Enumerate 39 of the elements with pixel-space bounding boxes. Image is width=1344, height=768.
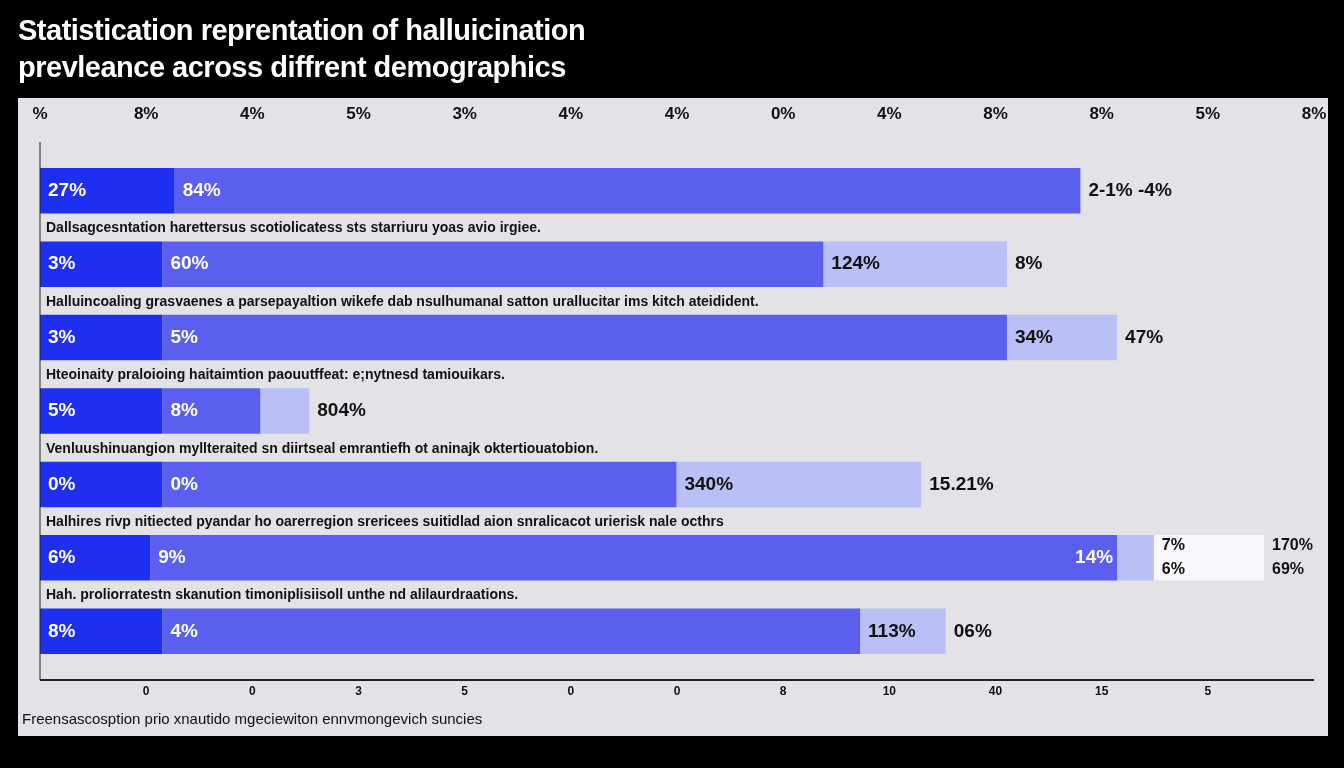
annotation: 6% [1161, 560, 1185, 578]
annotation: 124% [831, 252, 881, 274]
annotation: 170% [1272, 536, 1313, 554]
annotation: 340% [684, 472, 734, 494]
annotation: 84% [182, 178, 221, 200]
annotation: 8% [1014, 252, 1043, 274]
text: % 8% 4% 5% 3% 4% 4% 0% 4% 8% 8% 5% 8% [32, 103, 1327, 123]
annotation: 0% [48, 472, 76, 494]
text: 0 0 3 5 0 0 8 10 40 15 5 [142, 684, 1212, 699]
annotation: 9% [158, 546, 186, 568]
y-tick-label: Venluushinuangion myllteraited sn diirtseal emrantiefh ot aninajk oktertiouatobion. [46, 439, 599, 456]
annotation: 06% [953, 619, 992, 641]
annotation: 6% [48, 546, 76, 568]
chart-title: Statistication reprentation of halluicination prevleance across diffrent demographics [18, 13, 587, 85]
annotation: 2-1% -4% [1088, 178, 1172, 200]
y-tick-label: Hteoinaity praloioing haitaimtion paouutffeat: e;nytnesd tamiouikars. [46, 366, 505, 383]
annotation: 0% [170, 472, 198, 494]
y-tick-label: Halhires rivp nitiected pyandar ho oarerregion srericees suitidlad aion snralicacot urierisk nale octhrs [46, 512, 724, 529]
annotation: 804% [317, 399, 366, 421]
annotation: 34% [1014, 325, 1054, 347]
annotation: 7% [1161, 536, 1185, 554]
y-tick-label: Halluincoaling grasvaenes a parsepayaltion wikefe dab nsulhumanal satton urallucitar ims kitch ateidident. [46, 292, 759, 309]
annotation: 4% [170, 619, 198, 641]
annotation: 5% [48, 399, 76, 421]
annotation: 69% [1272, 560, 1305, 578]
annotation: 3% [48, 252, 76, 274]
annotation: 5% [170, 325, 198, 347]
annotation: 113% [868, 619, 916, 641]
annotation: 60% [170, 252, 209, 274]
annotation: 8% [48, 619, 76, 641]
text: Freensascosption prio xnautido mgeciewiton ennvmongevich suncies [22, 710, 483, 727]
annotation: 15.21% [929, 472, 994, 494]
y-tick-label: Dallsagcesntation harettersus scotiolicatess sts starriuru yoas avio irgiee. [46, 219, 541, 236]
annotation: 3% [48, 325, 76, 347]
annotation: 14% [1075, 546, 1114, 568]
y-tick-label: Hah. proliorratestn skanution timoniplisiisoll unthe nd alilaurdraations. [46, 586, 519, 603]
annotation: 27% [48, 178, 87, 200]
annotation: 8% [170, 399, 198, 421]
annotation: 47% [1125, 325, 1164, 347]
